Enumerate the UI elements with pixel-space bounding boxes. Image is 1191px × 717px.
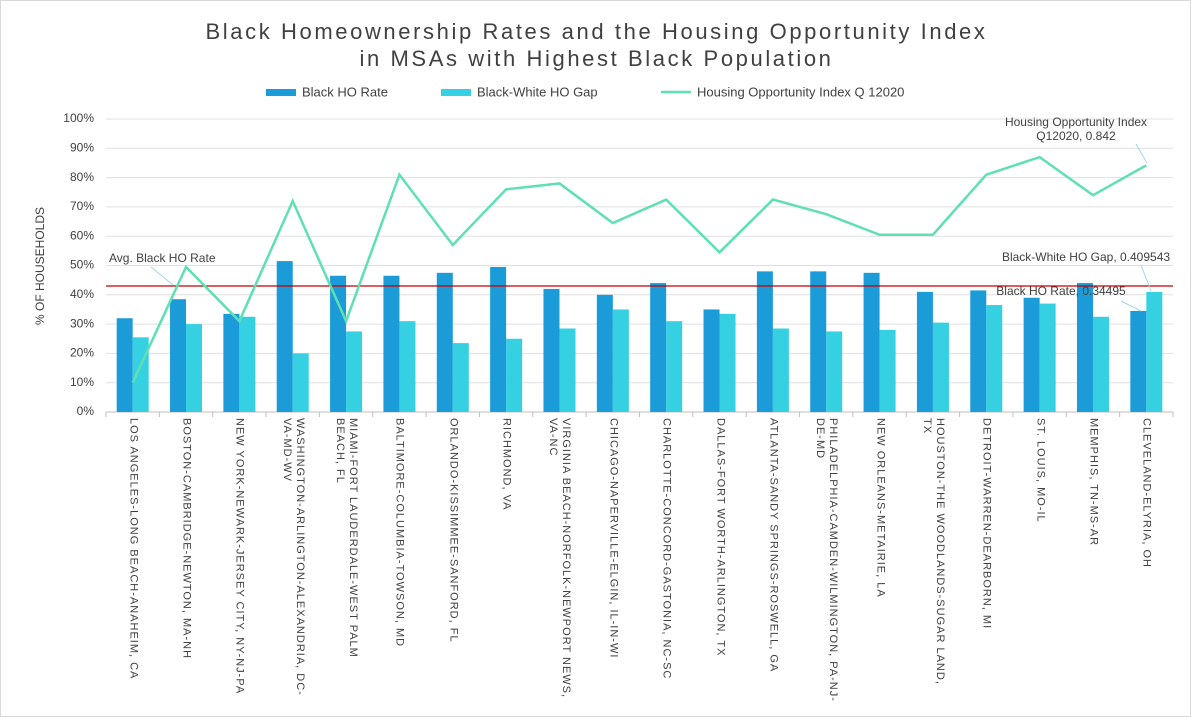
leader-line	[1120, 300, 1142, 312]
x-tick-label: ATLANTA-SANDY SPRINGS-ROSWELL, GA	[767, 418, 780, 673]
y-tick-label: 10%	[70, 375, 94, 389]
x-tick-label: RICHMOND, VA	[500, 418, 513, 511]
x-tick-label: NEW ORLEANS-METAIRIE, LA	[874, 418, 887, 598]
bar	[292, 353, 309, 412]
bar	[436, 272, 453, 412]
chart-title: Black Homeownership Rates and the Housin…	[205, 19, 988, 44]
bar	[756, 271, 773, 412]
bar	[330, 275, 347, 412]
bar	[612, 309, 629, 412]
bar	[1092, 316, 1109, 412]
legend-swatch	[441, 89, 471, 96]
bar	[826, 331, 843, 412]
x-tick-label: BALTIMORE-COLUMBIA-TOWSON, MD	[393, 418, 406, 648]
bar	[703, 309, 720, 412]
bar	[772, 328, 789, 412]
x-tick-label: ORLANDO-KISSIMMEE-SANFORD, FL	[447, 418, 460, 643]
y-tick-label: 90%	[70, 140, 94, 154]
y-axis-label: % OF HOUSEHOLDS	[33, 207, 47, 325]
x-tick-label: CLEVELAND-ELYRIA, OH	[1140, 418, 1153, 569]
x-tick-label: BOSTON-CAMBRIDGE-NEWTON, MA-NH	[180, 418, 193, 660]
bar	[186, 324, 203, 412]
bar	[506, 338, 523, 412]
y-tick-label: 0%	[77, 404, 95, 418]
bar	[1130, 310, 1147, 412]
bar	[970, 290, 987, 412]
y-tick-label: 60%	[70, 228, 94, 242]
bar	[346, 331, 363, 412]
annotation: Black HO Rate, 0.34495	[996, 284, 1126, 298]
legend-label: Black-White HO Gap	[477, 84, 598, 99]
legend-label: Housing Opportunity Index Q 12020	[697, 84, 904, 99]
y-tick-label: 30%	[70, 316, 94, 330]
x-tick-label: CHARLOTTE-CONCORD-GASTONIA, NC-SC	[660, 418, 673, 680]
bar	[276, 261, 293, 412]
bar	[490, 266, 507, 412]
bar	[383, 275, 400, 412]
y-tick-label: 50%	[70, 258, 94, 272]
x-tick-label: ST. LOUIS, MO-IL	[1034, 418, 1047, 523]
y-tick-label: 70%	[70, 199, 94, 213]
bar	[719, 313, 736, 412]
bar	[170, 299, 187, 412]
x-tick-label: LOS ANGELES-LONG BEACH-ANAHEIM, CA	[127, 418, 140, 680]
bar	[1076, 283, 1093, 412]
bar	[879, 329, 896, 412]
bar	[559, 328, 576, 412]
x-tick-label: WASHINGTON-ARLINGTON-ALEXANDRIA, DC-VA-M…	[280, 418, 306, 696]
chart-title: in MSAs with Highest Black Population	[359, 46, 834, 71]
bar	[916, 291, 933, 412]
bar	[986, 305, 1003, 412]
x-tick-label: DALLAS-FORT WORTH-ARLINGTON, TX	[714, 418, 727, 657]
x-tick-label: MEMPHIS, TN-MS-AR	[1087, 418, 1100, 547]
annotation: Housing Opportunity Index Q12020, 0.842	[1004, 115, 1148, 143]
x-tick-label: HOUSTON-THE WOODLANDS-SUGAR LAND, TX	[920, 418, 946, 685]
annotation: Black-White HO Gap, 0.409543	[1001, 250, 1171, 264]
leader-line	[1135, 143, 1148, 164]
reference-label: Avg. Black HO Rate	[109, 251, 216, 265]
bar	[239, 316, 256, 412]
bar	[932, 322, 949, 412]
bar	[399, 321, 416, 412]
bar	[1146, 292, 1163, 412]
leader-line	[1140, 264, 1152, 292]
leader-line	[150, 266, 174, 286]
y-tick-label: 100%	[63, 111, 94, 125]
legend-label: Black HO Rate	[302, 84, 388, 99]
legend-swatch	[266, 89, 296, 96]
y-tick-label: 40%	[70, 287, 94, 301]
bar	[863, 272, 880, 412]
bar	[543, 288, 560, 412]
x-tick-label: VIRGINIA BEACH-NORFOLK-NEWPORT NEWS, VA-…	[547, 418, 573, 699]
y-tick-label: 20%	[70, 346, 94, 360]
x-tick-label: MIAMI-FORT LAUDERDALE-WEST PALM BEACH, F…	[334, 418, 360, 658]
bar	[223, 313, 240, 412]
bar	[810, 271, 827, 412]
line-series	[131, 155, 1147, 384]
y-tick-label: 80%	[70, 170, 94, 184]
bar	[596, 294, 613, 412]
x-tick-label: DETROIT-WARREN-DEARBORN, MI	[980, 418, 993, 630]
bar	[1023, 297, 1040, 412]
x-tick-label: NEW YORK-NEWARK-JERSEY CITY, NY-NJ-PA	[233, 418, 246, 695]
x-tick-label: CHICAGO-NAPERVILLE-ELGIN, IL-IN-WI	[607, 418, 620, 659]
bar	[1039, 303, 1056, 412]
bar	[666, 321, 683, 412]
bar	[650, 283, 667, 412]
bar	[452, 343, 469, 412]
bar	[116, 318, 133, 412]
x-tick-label: PHILADELPHIA-CAMDEN-WILMINGTON, PA-NJ-DE…	[814, 418, 840, 702]
